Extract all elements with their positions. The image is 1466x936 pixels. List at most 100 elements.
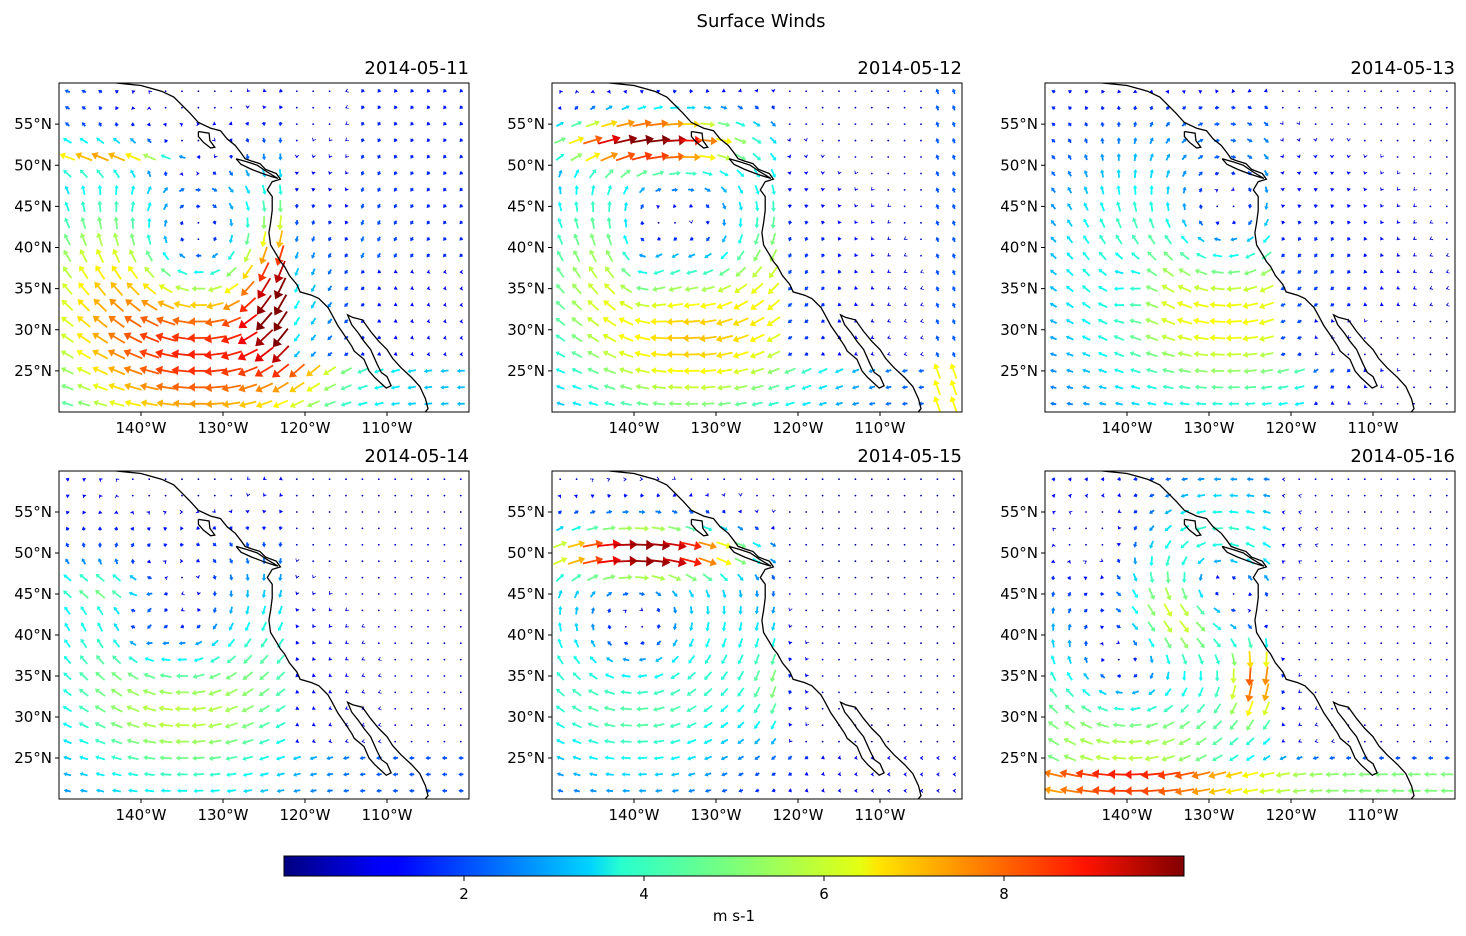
wind-arrow <box>345 478 347 481</box>
wind-arrow <box>294 236 299 243</box>
wind-arrow <box>1298 722 1303 726</box>
wind-arrow <box>443 609 446 612</box>
wind-arrow <box>650 317 667 326</box>
wind-arrow <box>651 383 666 391</box>
x-tick-label: 140°W <box>116 806 167 824</box>
wind-arrow <box>920 205 922 208</box>
wind-arrow <box>1050 639 1056 648</box>
wind-arrow <box>756 494 758 497</box>
wind-arrow <box>837 351 842 356</box>
wind-arrow <box>920 560 922 563</box>
wind-arrow <box>666 367 684 375</box>
wind-arrow <box>920 318 924 324</box>
wind-arrow <box>1297 352 1302 357</box>
wind-arrow <box>1084 122 1089 127</box>
wind-arrow <box>1146 384 1157 390</box>
wind-arrow <box>1215 221 1220 226</box>
wind-arrow <box>144 657 155 662</box>
y-tick-label: 30°N <box>1000 321 1038 339</box>
wind-arrow <box>158 738 173 745</box>
wind-arrow <box>1445 478 1448 481</box>
wind-arrow <box>1230 121 1237 127</box>
wind-arrow <box>1281 106 1284 109</box>
wind-arrow <box>785 401 795 407</box>
wind-arrow <box>952 772 956 777</box>
x-tick-label: 110°W <box>1348 419 1399 437</box>
wind-arrow <box>736 169 745 177</box>
wind-arrow <box>1380 187 1385 191</box>
wind-arrow <box>903 189 906 191</box>
wind-arrow <box>771 200 776 212</box>
wind-arrow <box>440 368 449 374</box>
wind-arrow <box>95 671 106 681</box>
wind-arrow <box>754 201 760 212</box>
wind-arrow <box>196 558 200 563</box>
wind-arrow <box>1098 689 1107 696</box>
wind-arrow <box>854 625 857 628</box>
wind-arrow <box>164 576 169 581</box>
wind-arrow <box>459 609 462 612</box>
wind-arrow <box>1380 740 1383 743</box>
wind-arrow <box>854 755 858 760</box>
wind-arrow <box>671 590 678 597</box>
wind-arrow <box>606 657 614 663</box>
wind-arrow <box>113 639 121 648</box>
wind-arrow <box>951 187 957 193</box>
wind-arrow <box>885 368 892 373</box>
wind-arrow <box>1165 201 1170 212</box>
wind-arrow <box>637 674 648 679</box>
wind-arrow <box>1174 787 1195 796</box>
wind-arrow <box>589 788 597 793</box>
wind-arrow <box>603 300 617 311</box>
wind-arrow <box>276 788 285 794</box>
y-tick-label: 30°N <box>14 321 52 339</box>
wind-arrow <box>903 351 908 356</box>
wind-arrow <box>1101 543 1104 546</box>
colorbar-tick-label: 2 <box>459 885 469 903</box>
wind-arrow <box>732 317 749 327</box>
wind-arrow <box>1331 478 1333 481</box>
wind-arrow <box>295 607 300 612</box>
wind-arrow <box>738 218 743 228</box>
colorbar-tick-label: 6 <box>819 885 829 903</box>
wind-arrow <box>196 542 201 547</box>
panel-title: 2014-05-11 <box>364 58 469 79</box>
wind-arrow <box>1149 672 1154 680</box>
wind-arrow <box>1047 754 1060 762</box>
wind-arrow <box>1413 658 1415 661</box>
wind-arrow <box>589 105 596 111</box>
wind-arrow <box>1099 201 1105 212</box>
wind-arrow <box>1161 284 1175 293</box>
wind-arrow <box>278 88 283 93</box>
wind-arrow <box>1298 625 1301 628</box>
wind-arrow <box>127 672 139 680</box>
wind-arrow <box>140 316 159 327</box>
wind-arrow <box>275 738 286 745</box>
wind-arrow <box>1380 527 1383 530</box>
wind-arrow <box>311 706 316 710</box>
wind-arrow <box>887 609 890 612</box>
wind-arrow <box>1445 221 1448 224</box>
wind-arrow <box>327 301 333 308</box>
wind-arrow <box>1330 253 1335 258</box>
wind-arrow <box>1331 318 1335 323</box>
wind-arrow <box>870 285 875 290</box>
wind-arrow <box>1149 201 1154 212</box>
wind-arrow <box>670 672 680 679</box>
wind-arrow <box>195 509 200 514</box>
wind-arrow <box>1245 525 1256 531</box>
wind-arrow <box>410 154 415 159</box>
wind-arrow <box>1067 575 1071 580</box>
wind-arrow <box>1314 494 1317 497</box>
wind-arrow <box>885 385 892 390</box>
wind-arrow <box>1065 352 1074 357</box>
wind-arrow <box>887 252 892 257</box>
wind-arrow <box>919 755 923 761</box>
wind-arrow <box>1262 542 1271 548</box>
y-tick-label: 45°N <box>507 197 545 215</box>
wind-arrow <box>197 494 200 497</box>
wind-arrow <box>1363 642 1366 645</box>
wind-arrow <box>1296 755 1303 761</box>
wind-arrow <box>607 641 613 646</box>
wind-arrow <box>870 740 873 743</box>
